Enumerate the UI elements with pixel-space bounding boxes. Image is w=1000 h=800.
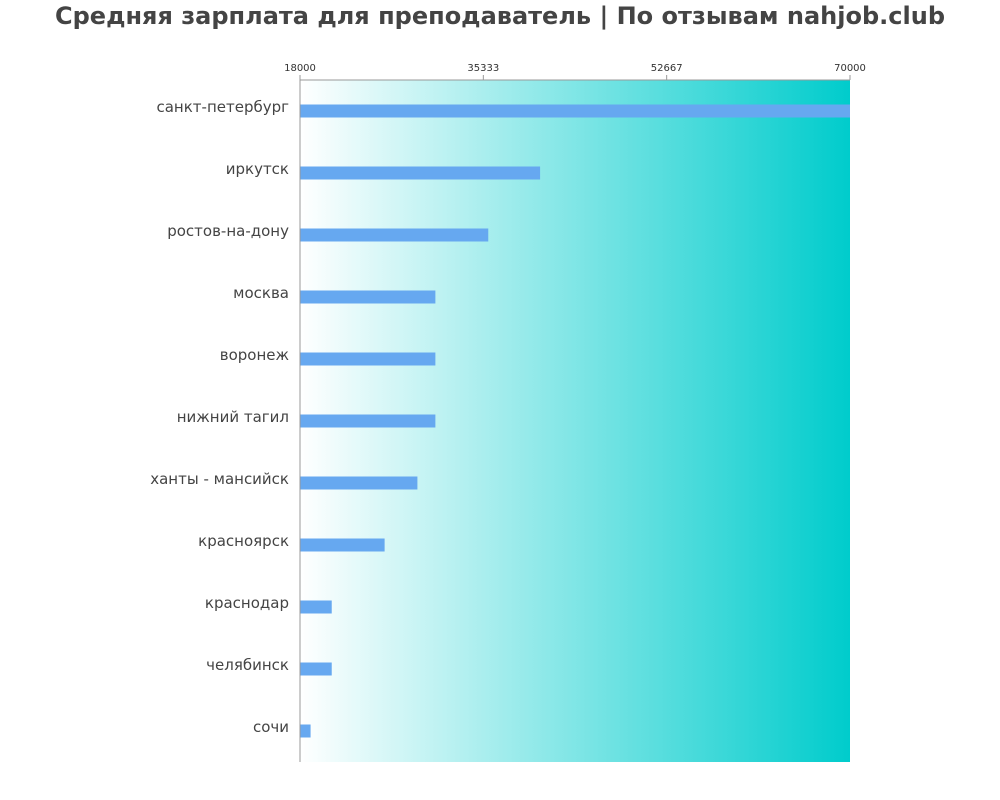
- bar-9: [300, 662, 332, 676]
- category-label: воронеж: [220, 346, 289, 364]
- category-label: москва: [233, 284, 289, 302]
- bar-4: [300, 352, 436, 366]
- category-label: сочи: [253, 718, 289, 736]
- category-label: ханты - мансийск: [150, 470, 289, 488]
- bar-10: [300, 724, 311, 738]
- x-tick-label: 52667: [651, 63, 683, 74]
- bar-0: [300, 104, 850, 118]
- bar-8: [300, 600, 332, 614]
- bar-1: [300, 166, 541, 180]
- bar-3: [300, 290, 436, 304]
- x-tick-label: 35333: [467, 63, 499, 74]
- chart-title: Средняя зарплата для преподаватель | По …: [55, 2, 945, 30]
- category-label: красноярск: [198, 532, 289, 550]
- category-label: ростов-на-дону: [167, 222, 289, 240]
- bar-5: [300, 414, 436, 428]
- x-axis-ticks: 18000 35333 52667 70000: [284, 63, 866, 80]
- category-labels: санкт-петербург иркутск ростов-на-дону моск…: [150, 98, 289, 736]
- bars: [300, 104, 850, 738]
- bar-6: [300, 476, 418, 490]
- category-label: иркутск: [226, 160, 289, 178]
- x-tick-label: 70000: [834, 63, 866, 74]
- x-tick-label: 18000: [284, 63, 316, 74]
- category-label: челябинск: [206, 656, 289, 674]
- category-label: краснодар: [205, 594, 289, 612]
- bar-7: [300, 538, 385, 552]
- category-label: санкт-петербург: [156, 98, 289, 116]
- bar-2: [300, 228, 489, 242]
- category-label: нижний тагил: [177, 408, 289, 426]
